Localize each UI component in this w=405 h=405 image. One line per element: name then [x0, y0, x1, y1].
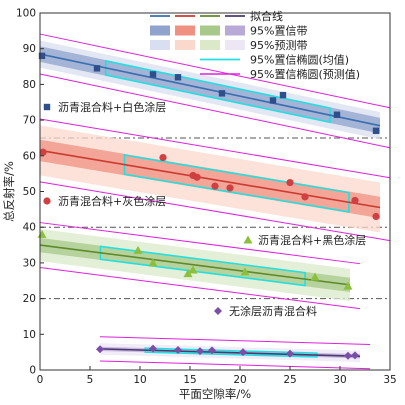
data-point-triangle	[343, 281, 353, 290]
data-point-diamond	[174, 346, 182, 355]
data-point-circle	[351, 196, 359, 205]
data-point-diamond	[208, 346, 216, 355]
series-label: 沥青混合料+黑色涂层	[258, 233, 366, 247]
y-tick-label: 80	[23, 79, 36, 91]
x-tick-label: 30	[333, 374, 346, 386]
y-tick-label: 70	[23, 115, 36, 127]
legend-ci-swatch	[200, 25, 220, 36]
legend-pi-swatch	[150, 40, 170, 50]
prediction-ellipse-edge	[39, 267, 361, 310]
prediction-ellipse-edge	[39, 222, 361, 265]
prediction-ellipse-edge	[99, 360, 371, 370]
fit-line	[39, 149, 381, 209]
x-axis-title: 平面空隙率/%	[179, 387, 251, 401]
label-marker-triangle	[243, 235, 253, 244]
data-point-square	[333, 111, 341, 118]
data-point-circle	[159, 153, 167, 162]
y-tick-label: 60	[23, 150, 36, 162]
fit-line	[39, 244, 351, 286]
y-tick-label: 20	[23, 293, 36, 305]
data-point-square	[218, 90, 226, 97]
y-tick-label: 30	[23, 257, 36, 269]
data-point-diamond	[286, 349, 294, 358]
series-label: 无涂层沥青混合料	[229, 304, 317, 318]
data-point-diamond	[351, 351, 359, 360]
label-marker-square	[43, 103, 51, 111]
data-point-diamond	[149, 344, 157, 353]
confidence-ellipse	[99, 245, 306, 287]
point-layer	[37, 52, 380, 360]
data-point-circle	[372, 212, 380, 221]
legend-pi-swatch	[175, 40, 195, 50]
data-point-circle	[39, 148, 47, 156]
data-point-square	[174, 74, 182, 81]
data-point-diamond	[344, 351, 352, 360]
legend-fit-label: 拟合线	[250, 9, 283, 23]
data-point-square	[149, 71, 157, 78]
data-point-triangle	[133, 245, 143, 254]
y-tick-label: 10	[23, 329, 36, 341]
y-tick-label: 40	[23, 222, 36, 234]
legend-ci-swatch	[225, 25, 245, 36]
fit-line	[99, 348, 361, 358]
data-point-square	[279, 91, 287, 99]
prediction-ellipse-edge	[39, 73, 391, 149]
data-point-triangle	[183, 269, 193, 278]
data-point-triangle	[240, 267, 250, 276]
data-point-diamond	[239, 348, 247, 357]
data-point-triangle	[310, 272, 320, 281]
data-point-circle	[211, 182, 219, 190]
data-point-circle	[193, 173, 201, 181]
data-point-circle	[226, 184, 234, 192]
y-tick-label: 90	[23, 43, 36, 55]
x-tick-label: 15	[183, 374, 196, 386]
legend-pi-swatch	[225, 40, 245, 50]
prediction-ellipse-edge	[39, 33, 391, 109]
confidence-ellipse	[123, 154, 350, 213]
x-tick-label: 20	[233, 374, 246, 386]
data-point-circle	[286, 178, 294, 187]
confidence-ellipse	[104, 59, 331, 124]
legend-ci-swatch	[175, 25, 195, 36]
prediction-ellipse-edge	[39, 181, 391, 242]
y-axis-title: 总反射率/%	[2, 161, 16, 222]
legend-ci-ellipse-label: 95%置信椭圆(均值)	[250, 53, 349, 67]
series-label: 沥青混合料+灰色涂层	[58, 194, 166, 208]
data-point-circle	[301, 193, 309, 201]
y-tick-label: 0	[29, 365, 36, 377]
x-tick-label: 10	[133, 374, 146, 386]
axes-layer: 0 5 10 15 20 25 30 35 0 10 20 30 40 50 60 70 80 90 100 平面空隙…	[2, 8, 397, 402]
x-tick-label: 0	[37, 374, 44, 386]
legend-ci-swatch	[150, 25, 170, 36]
fit-line-layer	[39, 33, 391, 370]
legend-pi-ellipse-label: 95%置信椭圆(预测值)	[250, 67, 360, 81]
data-point-diamond	[196, 347, 204, 356]
label-marker-circle	[43, 197, 51, 205]
legend-pi-label: 95%预测带	[250, 39, 307, 52]
legend-pi-swatch	[200, 40, 220, 50]
y-tick-label: 100	[16, 8, 36, 20]
data-point-square	[93, 65, 101, 72]
series-label: 沥青混合料+白色涂层	[58, 100, 166, 114]
legend-ci-label: 95%置信带	[250, 25, 307, 38]
label-marker-diamond	[214, 307, 222, 315]
data-point-square	[38, 52, 46, 60]
x-tick-label: 5	[87, 374, 94, 386]
prediction-ellipse-edge	[99, 336, 371, 345]
data-point-square	[372, 127, 380, 135]
x-tick-label: 35	[383, 374, 396, 386]
data-point-triangle	[188, 265, 198, 274]
x-tick-label: 25	[283, 374, 296, 386]
data-point-square	[269, 97, 277, 104]
y-tick-label: 50	[23, 186, 36, 198]
prediction-ellipse-edge	[39, 118, 391, 179]
data-point-diamond	[96, 345, 104, 354]
data-point-triangle	[148, 258, 158, 267]
